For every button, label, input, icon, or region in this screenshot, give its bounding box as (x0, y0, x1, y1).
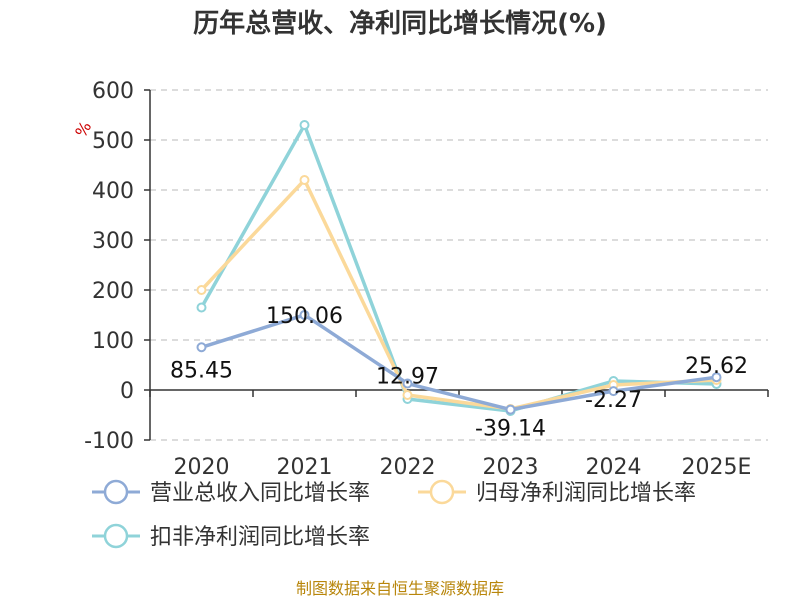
x-tick-labels: 2020 2021 2022 2023 2024 2025E (174, 455, 752, 480)
data-point (196, 302, 207, 313)
chart-title: 历年总营收、净利同比增长情况(%) (193, 8, 607, 39)
data-point (196, 342, 207, 353)
data-point (299, 175, 310, 185)
y-tick-label: 100 (92, 329, 134, 354)
data-label: 150.06 (266, 304, 343, 329)
legend-swatch-marker (429, 479, 455, 505)
x-tick-label: 2022 (380, 455, 436, 480)
grid-lines (150, 89, 768, 441)
y-tick-labels: 600 500 400 300 200 100 0 -100 (84, 79, 134, 454)
data-point (299, 120, 310, 130)
data-label: 25.62 (685, 354, 748, 379)
legend-label: 归母净利润同比增长率 (476, 481, 696, 506)
x-tick-label: 2020 (174, 455, 230, 480)
series-line-1 (200, 313, 717, 412)
data-point (402, 390, 413, 400)
data-labels: 85.45 150.06 12.97 -39.14 -2.27 25.62 (170, 304, 748, 442)
legend-swatch-marker (103, 523, 129, 549)
axes (144, 89, 769, 441)
data-point (505, 404, 516, 415)
y-tick-label: 300 (92, 229, 134, 254)
y-tick-label: 500 (92, 129, 134, 154)
series-line-3 (199, 123, 717, 413)
y-tick-label: 400 (92, 179, 134, 204)
data-point (608, 386, 619, 397)
legend-label: 营业总收入同比增长率 (150, 481, 370, 506)
legend-item: 归母净利润同比增长率 (418, 479, 696, 506)
y-tick-label: 0 (120, 379, 134, 404)
data-point (402, 378, 413, 389)
series-line-2 (200, 178, 717, 411)
legend-label: 扣非净利润同比增长率 (150, 525, 370, 550)
data-label: 12.97 (376, 365, 439, 390)
data-label: 85.45 (170, 358, 233, 383)
data-label: -39.14 (475, 417, 546, 442)
y-tick-label: -100 (84, 429, 134, 454)
data-point (711, 372, 722, 383)
legend-swatch-marker (103, 479, 129, 505)
x-tick-label: 2024 (586, 455, 642, 480)
source-note: 制图数据来自恒生聚源数据库 (296, 579, 504, 598)
x-tick-label: 2023 (483, 455, 539, 480)
y-tick-label: 600 (92, 79, 134, 104)
x-tick-label: 2025E (682, 455, 752, 480)
series-lines (196, 120, 722, 416)
data-point (299, 309, 310, 320)
legend-item: 营业总收入同比增长率 (92, 479, 370, 506)
data-label: -2.27 (585, 388, 642, 413)
legend-item: 扣非净利润同比增长率 (92, 523, 370, 550)
x-tick-label: 2021 (277, 455, 333, 480)
data-point (196, 285, 207, 295)
y-tick-label: 200 (92, 279, 134, 304)
